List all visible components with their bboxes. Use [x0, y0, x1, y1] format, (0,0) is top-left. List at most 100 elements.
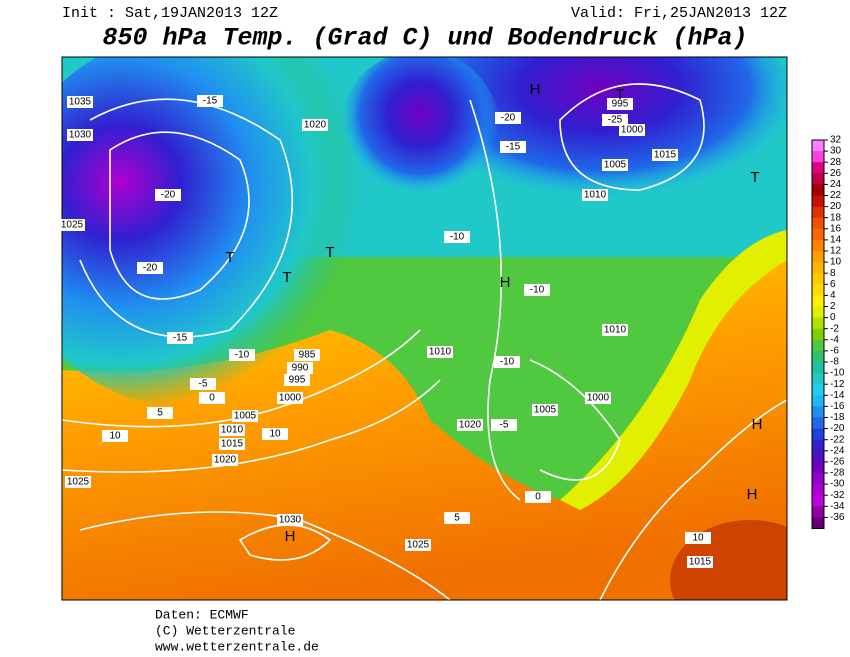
legend-tick-label: 2 — [830, 301, 836, 312]
legend-tick-label: -32 — [830, 490, 845, 501]
label-box — [525, 491, 551, 503]
legend-tick-label: -22 — [830, 434, 845, 445]
label-box — [65, 476, 91, 488]
legend-tick-label: -12 — [830, 379, 845, 390]
contour-label: 1000 — [621, 125, 644, 136]
label-box — [102, 430, 128, 442]
contour-label: 1035 — [69, 97, 92, 108]
contour-label: 1000 — [279, 393, 302, 404]
pressure-center: H — [500, 274, 511, 291]
legend-tick-label: -18 — [830, 412, 845, 423]
color-swatch — [812, 428, 824, 441]
label-box — [491, 419, 517, 431]
pressure-center: T — [325, 244, 334, 261]
contour-label: 5 — [157, 408, 163, 419]
contour-label: 1010 — [584, 190, 607, 201]
label-box — [495, 112, 521, 124]
contour-label: 985 — [299, 350, 316, 361]
contour-label: -10 — [530, 285, 545, 296]
pressure-center: H — [747, 486, 758, 503]
contour-label: 1005 — [604, 160, 627, 171]
contour-label: -20 — [501, 113, 516, 124]
color-swatch — [812, 406, 824, 418]
label-box — [602, 324, 628, 336]
contour-label: 1020 — [459, 420, 482, 431]
legend-tick-label: -28 — [830, 468, 845, 479]
contour-label: -20 — [143, 263, 158, 274]
contour-label: 5 — [454, 513, 460, 524]
label-box — [585, 392, 611, 404]
color-swatch — [812, 328, 824, 341]
label-box — [167, 332, 193, 344]
label-box — [302, 119, 328, 131]
color-swatch — [812, 228, 824, 241]
label-box — [500, 141, 526, 153]
contour-label: -20 — [161, 190, 176, 201]
contour-label: -5 — [500, 420, 509, 431]
color-swatch — [812, 484, 824, 496]
contour-label: 1000 — [587, 393, 610, 404]
color-swatch — [812, 262, 824, 274]
contour-label: -10 — [235, 350, 250, 361]
label-box — [262, 428, 288, 440]
color-swatch — [812, 439, 824, 452]
url-label: www.wetterzentrale.de — [155, 639, 319, 654]
label-box — [602, 159, 628, 171]
contour-label: 10 — [692, 533, 704, 544]
map-title: 850 hPa Temp. (Grad C) und Bodendruck (h… — [102, 24, 747, 53]
label-box — [427, 346, 453, 358]
legend-tick-label: -26 — [830, 457, 845, 468]
label-box — [607, 98, 633, 110]
color-swatch — [812, 195, 824, 208]
map-frame — [61, 56, 788, 601]
label-box — [405, 539, 431, 551]
legend-tick-label: -2 — [830, 323, 839, 334]
contour-label: 1020 — [214, 455, 237, 466]
contour-label: 1010 — [429, 347, 452, 358]
label-box — [277, 514, 303, 526]
label-box — [219, 438, 245, 450]
label-box — [67, 129, 93, 141]
contour-label: 1005 — [534, 405, 557, 416]
contour-label: -15 — [173, 333, 188, 344]
label-box — [277, 392, 303, 404]
label-box — [155, 189, 181, 201]
color-swatch — [812, 184, 824, 196]
pressure-center: T — [282, 269, 291, 286]
label-box — [687, 556, 713, 568]
color-swatch — [812, 517, 824, 529]
color-swatch — [812, 473, 824, 485]
label-box — [59, 219, 85, 231]
label-box — [219, 424, 245, 436]
contour-label: 0 — [209, 393, 215, 404]
color-swatch — [812, 362, 824, 374]
color-swatch — [812, 206, 824, 219]
contour-label: 1010 — [221, 425, 244, 436]
color-swatch — [812, 495, 824, 507]
label-box — [444, 512, 470, 524]
color-swatch — [812, 417, 824, 430]
contour-label: -25 — [608, 115, 623, 126]
legend-tick-label: 6 — [830, 279, 836, 290]
contour-label: 1025 — [407, 540, 430, 551]
legend-tick-label: 0 — [830, 312, 836, 323]
legend-tick-label: -14 — [830, 390, 845, 401]
legend-tick-label: 18 — [830, 212, 842, 223]
color-swatch — [812, 306, 824, 319]
legend-tick-label: 28 — [830, 157, 842, 168]
color-swatch — [812, 506, 824, 518]
label-box — [582, 189, 608, 201]
pressure-center: T — [615, 86, 624, 103]
color-swatch — [812, 140, 824, 152]
label-box — [190, 378, 216, 390]
color-swatch — [812, 284, 824, 296]
color-swatch — [812, 162, 824, 174]
color-swatch — [812, 317, 824, 330]
contour-label: -10 — [500, 357, 515, 368]
label-box — [287, 362, 313, 374]
source-label: Daten: ECMWF — [155, 607, 249, 622]
legend-tick-label: -10 — [830, 368, 845, 379]
color-swatch — [812, 151, 824, 163]
valid-label: Valid: Fri,25JAN2013 12Z — [571, 5, 787, 22]
contour-label: 990 — [292, 363, 309, 374]
